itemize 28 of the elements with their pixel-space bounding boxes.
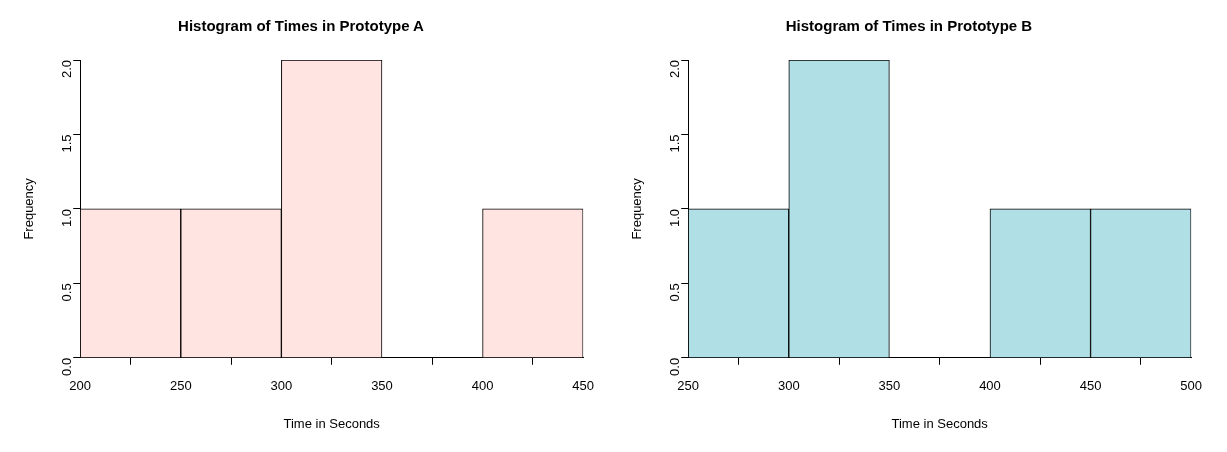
- y-tick-label: 1.5: [58, 134, 74, 153]
- chart-title: Histogram of Times in Prototype A: [178, 17, 425, 35]
- y-tick-label: 1.0: [58, 208, 74, 227]
- x-tick-label: 400: [979, 378, 1001, 394]
- y-tick-label: 1.0: [666, 208, 682, 227]
- x-tick-label: 300: [777, 378, 800, 394]
- y-tick-label: 0.0: [58, 357, 74, 376]
- chart-title: Histogram of Times in Prototype B: [785, 17, 1033, 35]
- x-tick-label: 350: [371, 378, 393, 394]
- x-axis-title: Time in Seconds: [891, 415, 989, 431]
- x-tick-label: 250: [169, 378, 192, 394]
- x-tick-label: 500: [1180, 378, 1203, 394]
- x-tick-label: 450: [1079, 378, 1102, 394]
- x-tick-label: 350: [878, 378, 901, 394]
- y-tick-label: 1.5: [666, 134, 682, 153]
- x-tick-label: 250: [677, 378, 700, 394]
- y-tick-label: 0.5: [666, 283, 682, 302]
- y-tick-label: 2.0: [58, 60, 74, 79]
- y-axis-title: Frequency: [21, 177, 37, 240]
- x-tick-label: 300: [270, 378, 293, 394]
- y-axis-title: Frequency: [629, 177, 645, 240]
- y-tick-label: 0.5: [58, 283, 74, 302]
- x-axis-title: Time in Seconds: [283, 415, 381, 431]
- y-tick-label: 2.0: [666, 60, 682, 79]
- x-tick-label: 400: [471, 378, 494, 394]
- y-tick-label: 0.0: [666, 357, 682, 376]
- x-tick-label: 200: [69, 378, 92, 394]
- x-tick-label: 450: [572, 378, 595, 394]
